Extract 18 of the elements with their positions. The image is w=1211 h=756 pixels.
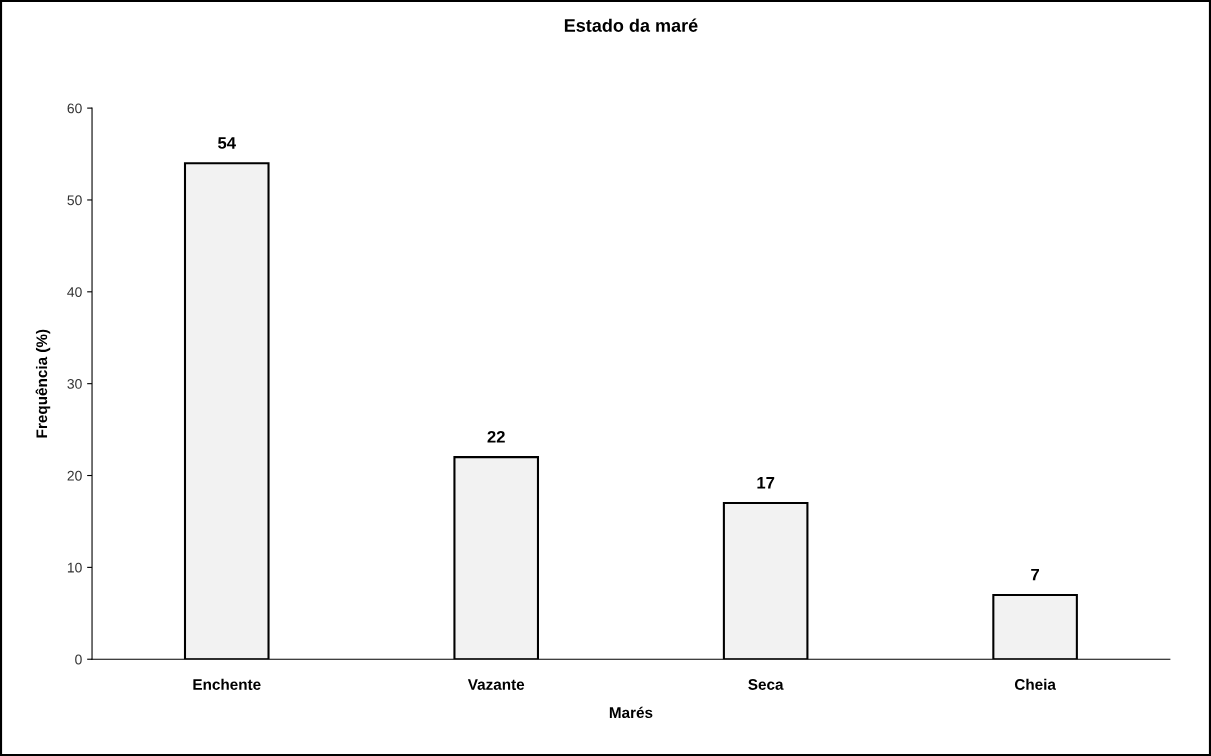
- y-tick-label: 10: [67, 562, 82, 573]
- data-label: 54: [218, 137, 236, 149]
- x-axis-title: Marés: [609, 706, 653, 719]
- y-tick-label: 50: [67, 195, 82, 206]
- chart-title: Estado da maré: [564, 18, 698, 32]
- y-tick-label: 30: [67, 379, 82, 389]
- x-tick-label: Seca: [748, 679, 784, 690]
- y-tick-label: 20: [67, 470, 82, 481]
- y-tick-label: 0: [75, 654, 82, 665]
- x-tick-label: Cheia: [1014, 678, 1056, 690]
- y-tick-label: 60: [67, 103, 82, 114]
- x-tick-label: Vazante: [467, 679, 525, 690]
- y-tick-label: 40: [67, 287, 82, 297]
- data-label: 17: [757, 477, 775, 489]
- x-tick-label: Enchente: [193, 678, 261, 690]
- y-axis-title: Frequência (%): [35, 329, 51, 438]
- data-label: 7: [1031, 568, 1039, 581]
- data-label: 22: [487, 430, 505, 443]
